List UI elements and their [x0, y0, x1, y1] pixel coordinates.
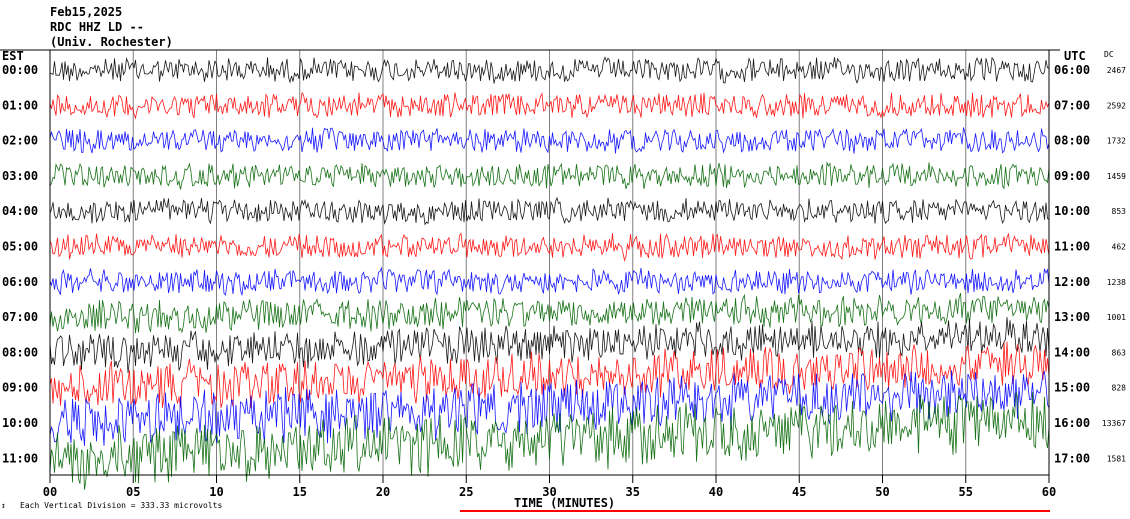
utc-hour-label: 11:00 [1054, 240, 1090, 254]
utc-label: UTC [1064, 49, 1086, 63]
grid-lines [132, 50, 967, 475]
x-tick-label-40: 40 [709, 485, 723, 499]
x-tick-label-00: 00 [43, 485, 57, 499]
est-hour-label: 08:00 [2, 345, 38, 359]
utc-hour-label: 08:00 [1054, 134, 1090, 148]
dc-values: 2467 2592 1732 1459 853 462 1238 1001 863 828 1336… [1102, 66, 1126, 463]
utc-hour-label: 12:00 [1054, 275, 1090, 289]
est-hour-label: 02:00 [2, 134, 38, 148]
x-tick-label-45: 45 [792, 485, 806, 499]
x-tick-label-25: 25 [459, 485, 473, 499]
dc-label: DC [1104, 50, 1114, 59]
x-tick-label-20: 20 [376, 485, 390, 499]
dc-value: 1238 [1107, 278, 1126, 287]
est-hour-label: 09:00 [2, 381, 38, 395]
dc-value: 1581 [1107, 454, 1126, 463]
trace-05:00 [49, 232, 1050, 262]
utc-hour-label: 10:00 [1054, 204, 1090, 218]
scale-note: Each Vertical Division = 333.33 microvol… [20, 501, 222, 510]
header-location: (Univ. Rochester) [50, 35, 173, 49]
est-hour-label: 00:00 [2, 63, 38, 77]
est-hour-label: 07:00 [2, 310, 38, 324]
dc-value: 828 [1112, 384, 1127, 393]
dc-value: 462 [1112, 243, 1127, 252]
est-hour-label: 01:00 [2, 98, 38, 112]
scale-icon: ↕ [1, 501, 6, 510]
axes [0, 49, 1060, 512]
est-hour-label: 06:00 [2, 275, 38, 289]
trace-10:00 [49, 370, 1050, 447]
utc-hour-label: 17:00 [1054, 451, 1090, 465]
est-hour-label: 11:00 [2, 451, 38, 465]
trace-06:00 [49, 266, 1050, 296]
trace-02:00 [49, 127, 1050, 154]
dc-value: 1001 [1107, 313, 1126, 322]
est-hour-label: 05:00 [2, 240, 38, 254]
x-tick-label-35: 35 [626, 485, 640, 499]
est-hour-label: 04:00 [2, 204, 38, 218]
utc-hour-label: 09:00 [1054, 169, 1090, 183]
dc-value: 1732 [1107, 137, 1126, 146]
seismic-traces [49, 56, 1050, 490]
trace-04:00 [49, 196, 1050, 226]
utc-hour-label: 07:00 [1054, 98, 1090, 112]
trace-11:00 [49, 391, 1050, 490]
x-tick-label-15: 15 [293, 485, 307, 499]
x-axis-label: TIME (MINUTES) [514, 496, 615, 510]
est-hour-label: 10:00 [2, 416, 38, 430]
dc-value: 2592 [1107, 101, 1126, 110]
dc-value: 853 [1112, 207, 1127, 216]
utc-hour-label: 16:00 [1054, 416, 1090, 430]
x-tick-labels: 00 05 10 15 20 25 30 35 40 45 50 55 60 [43, 485, 1056, 499]
utc-hour-labels: 06:00 07:00 08:00 09:00 10:00 11:00 12:00 13:00… [1054, 63, 1090, 465]
trace-07:00 [49, 292, 1050, 334]
utc-hour-label: 06:00 [1054, 63, 1090, 77]
header-channel: RDC HHZ LD -- [50, 20, 144, 34]
trace-09:00 [49, 341, 1050, 409]
est-label: EST [2, 49, 24, 63]
dc-value: 13367 [1102, 419, 1126, 428]
x-tick-label-05: 05 [126, 485, 140, 499]
dc-value: 1459 [1107, 172, 1126, 181]
trace-08:00 [49, 317, 1050, 374]
x-tick-label-55: 55 [959, 485, 973, 499]
x-tick-label-10: 10 [209, 485, 223, 499]
trace-01:00 [49, 92, 1050, 120]
utc-hour-label: 13:00 [1054, 310, 1090, 324]
dc-value: 863 [1112, 348, 1127, 357]
x-tick-label-30: 30 [542, 485, 556, 499]
header-date: Feb15,2025 [50, 5, 122, 19]
dc-value: 2467 [1107, 66, 1126, 75]
utc-hour-label: 15:00 [1054, 381, 1090, 395]
trace-00:00 [49, 56, 1050, 84]
x-tick-label-50: 50 [875, 485, 889, 499]
x-tick-label-60: 60 [1042, 485, 1056, 499]
est-hour-label: 03:00 [2, 169, 38, 183]
est-hour-labels: 00:00 01:00 02:00 03:00 04:00 05:00 06:00 07:00… [2, 63, 38, 465]
trace-03:00 [49, 161, 1050, 190]
utc-hour-label: 14:00 [1054, 345, 1090, 359]
